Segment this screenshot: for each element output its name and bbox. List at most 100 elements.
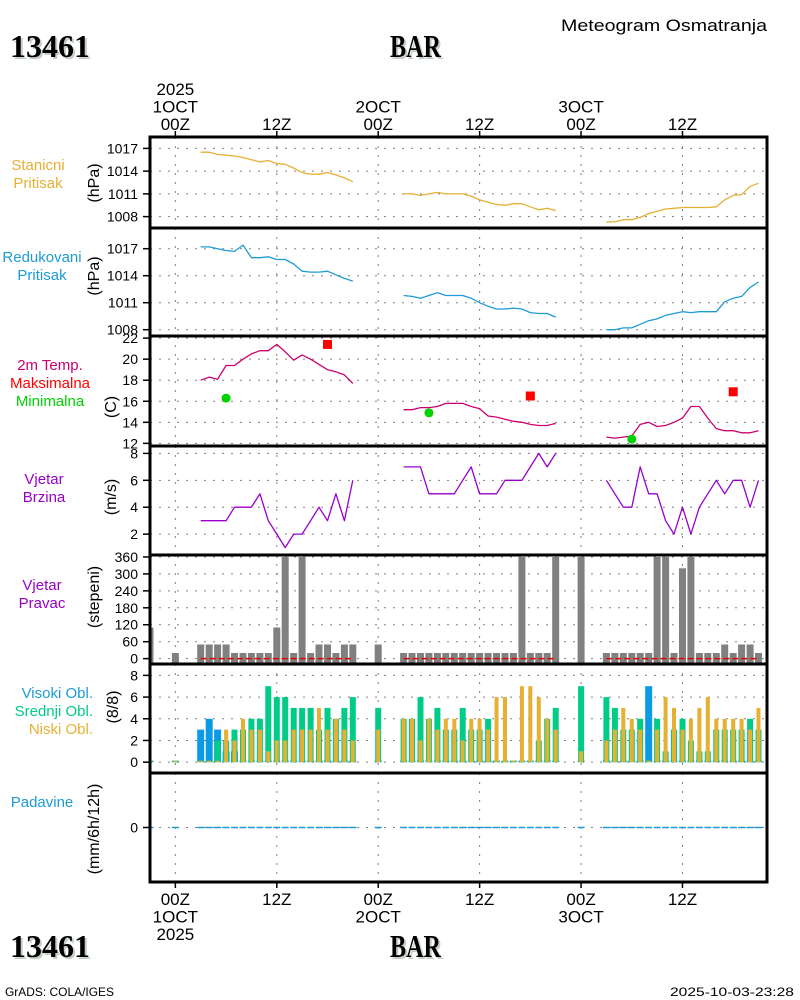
cloud-low-bar — [638, 729, 643, 763]
x-tick-label-top: 12Z — [465, 115, 494, 134]
wind-direction-bar — [645, 653, 653, 663]
wind-direction-bar — [729, 653, 737, 663]
station-pressure-line — [403, 191, 556, 212]
footer: 13461 13461 BAR BAR GrADS: COLA/IGES 202… — [5, 928, 794, 999]
cloud-low-bar — [342, 729, 347, 763]
wind-direction-bar — [171, 653, 179, 663]
wind-direction-bar — [222, 644, 230, 663]
station-id: 13461 — [10, 28, 90, 64]
cloud-middle-bar — [282, 697, 289, 763]
cloud-low-bar — [545, 718, 550, 763]
y-axis-label: (m/s) — [103, 479, 120, 515]
wind-direction-bar — [738, 644, 746, 663]
x-tick-label-bottom: 12Z — [465, 890, 494, 909]
y-tick-label: 0 — [130, 651, 138, 667]
panel-legend-label: Visoki Obl. — [22, 685, 93, 702]
cloud-low-bar — [655, 729, 660, 763]
reduced-pressure-line — [403, 292, 556, 318]
wind-direction-bar — [450, 653, 458, 663]
y-tick-label: 1014 — [107, 163, 138, 179]
temperature-min-marker — [424, 408, 434, 418]
cloud-low-bar — [494, 697, 499, 763]
cloud-low-bar — [680, 729, 685, 763]
wind-direction-bar — [315, 644, 323, 663]
cloud-low-bar — [435, 729, 440, 763]
y-tick-label: 6 — [130, 472, 138, 488]
x-tick-label-top: 2025 — [156, 80, 194, 99]
cloud-low-bar — [300, 729, 305, 763]
cloud-low-bar — [536, 697, 541, 763]
y-tick-label: 14 — [122, 414, 138, 430]
cloud-middle-bar — [417, 697, 424, 763]
wind-direction-bar — [298, 557, 306, 663]
cloud-low-bar — [291, 729, 296, 763]
wind-direction-bar — [281, 557, 289, 663]
y-tick-label: 22 — [122, 330, 138, 346]
cloud-low-bar — [688, 718, 693, 763]
cloud-low-bar — [612, 729, 617, 763]
footer-station-name-shadow: BAR — [392, 930, 444, 966]
wind-direction-bar — [493, 653, 500, 663]
cloud-low-bar — [756, 707, 761, 763]
wind-direction-bar — [332, 653, 340, 663]
cloud-high-bar — [197, 729, 205, 763]
y-tick-label: 1008 — [107, 209, 138, 225]
wind-direction-bar — [721, 644, 729, 663]
x-tick-label-top: 12Z — [262, 115, 291, 134]
cloud-low-bar — [308, 729, 313, 763]
cloud-low-bar — [410, 718, 414, 763]
x-tick-label-top: 00Z — [566, 115, 595, 134]
wind-direction-bar — [687, 557, 695, 663]
cloud-middle-bar — [151, 760, 153, 763]
panel-legend-label: Vjetar — [24, 471, 63, 488]
panel-frame — [148, 771, 769, 884]
cloud-low-bar — [739, 718, 744, 763]
series-reduced-pressure — [200, 244, 759, 331]
cloud-low-bar — [426, 718, 431, 763]
x-tick-label-bottom: 00Z — [364, 890, 393, 909]
wind-direction-bar — [662, 557, 670, 663]
panel-legend-label: Minimalna — [16, 393, 85, 410]
cloud-middle-bar — [214, 740, 221, 763]
wind-direction-bar — [552, 557, 560, 663]
x-tick-label-top: 1OCT — [153, 98, 198, 117]
series-wind-direction — [151, 557, 762, 663]
y-tick-label: 8 — [130, 667, 138, 683]
cloud-low-bar — [672, 707, 676, 763]
wind-direction-bar — [290, 653, 298, 663]
y-tick-label: 0 — [130, 754, 138, 770]
wind-direction-bar — [374, 644, 382, 663]
series-wind-speed — [200, 452, 760, 549]
wind-direction-bar — [400, 653, 408, 663]
y-tick-label: 180 — [115, 600, 139, 616]
cloud-low-bar — [241, 718, 245, 763]
wind-direction-bar — [476, 653, 484, 663]
cloud-low-bar — [266, 751, 271, 763]
cloud-low-bar — [198, 760, 203, 763]
wind-direction-bar — [755, 653, 762, 663]
y-tick-label: 6 — [130, 689, 138, 705]
y-tick-label: 240 — [115, 583, 139, 599]
cloud-low-bar — [503, 697, 507, 763]
cloud-low-bar — [257, 729, 262, 763]
wind-direction-bar — [433, 653, 441, 663]
cloud-low-bar — [333, 718, 338, 763]
temperature-max-marker — [728, 387, 738, 397]
wind-direction-bar — [619, 653, 627, 663]
x-tick-label-bottom: 2025 — [156, 925, 194, 944]
temperature-max-marker — [322, 339, 332, 349]
wind-direction-bar — [695, 653, 703, 663]
cloud-low-bar — [224, 729, 229, 763]
cloud-low-bar — [376, 729, 381, 763]
wind-direction-bar — [670, 653, 678, 663]
series-cloud-low — [151, 686, 761, 763]
temperature-min-marker — [627, 434, 637, 444]
wind-direction-bar — [746, 644, 754, 663]
cloud-low-bar — [646, 760, 651, 763]
y-tick-label: 1008 — [107, 322, 138, 338]
wind-direction-bar — [349, 644, 357, 663]
cloud-low-bar — [173, 760, 178, 763]
